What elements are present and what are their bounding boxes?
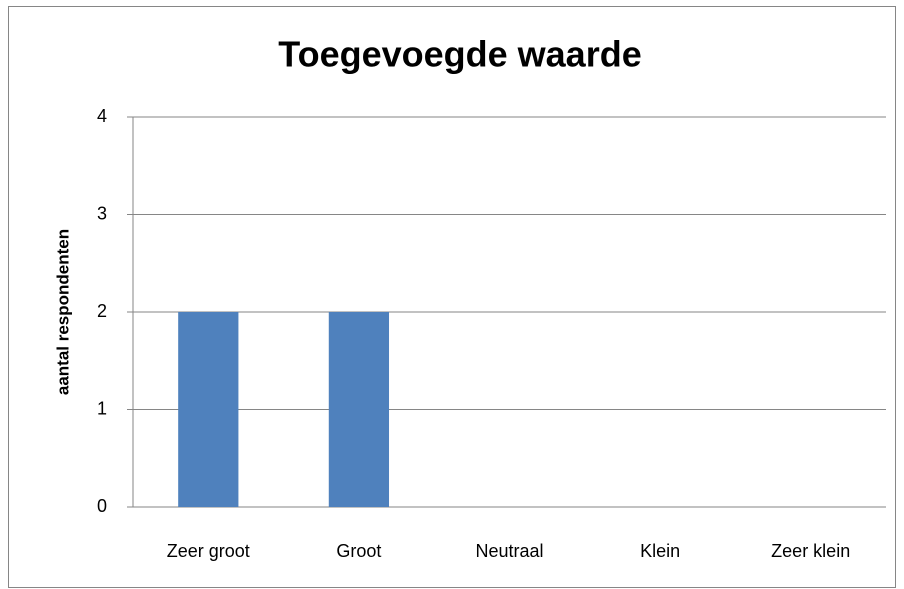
chart-border <box>8 6 896 588</box>
y-tick-label: 4 <box>97 106 107 126</box>
x-tick-label: Zeer groot <box>167 541 250 561</box>
x-tick-label: Zeer klein <box>771 541 850 561</box>
y-tick-label: 2 <box>97 301 107 321</box>
y-tick-label: 1 <box>97 398 107 418</box>
y-tick-label: 0 <box>97 496 107 516</box>
x-tick-label: Neutraal <box>475 541 543 561</box>
x-tick-label: Groot <box>336 541 381 561</box>
y-axis-label: aantal respondenten <box>53 229 72 395</box>
chart-title: Toegevoegde waarde <box>278 34 641 75</box>
x-tick-label: Klein <box>640 541 680 561</box>
y-tick-label: 3 <box>97 203 107 223</box>
bar <box>178 312 239 507</box>
bar <box>328 312 390 507</box>
